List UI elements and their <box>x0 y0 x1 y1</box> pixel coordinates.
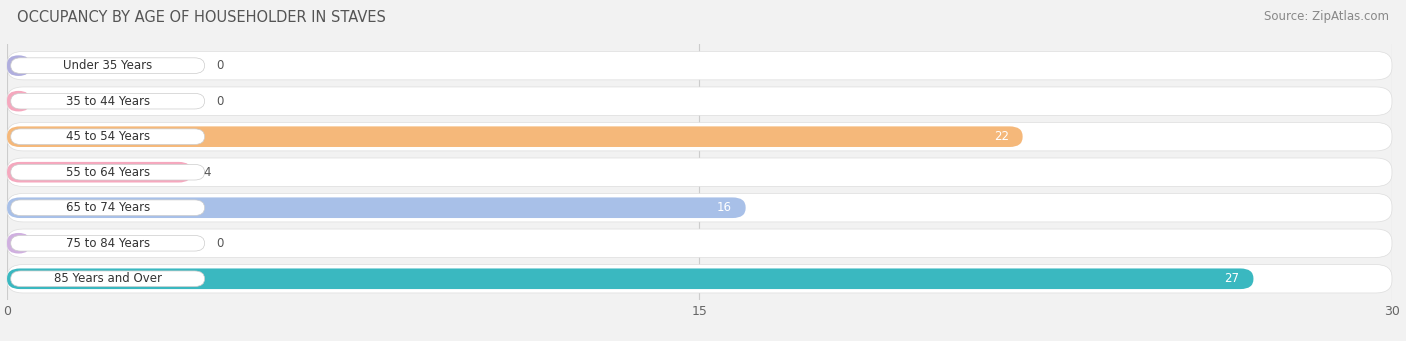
Text: 27: 27 <box>1225 272 1240 285</box>
Text: 0: 0 <box>217 95 224 108</box>
FancyBboxPatch shape <box>7 87 1392 115</box>
FancyBboxPatch shape <box>7 229 1392 257</box>
FancyBboxPatch shape <box>7 91 30 112</box>
FancyBboxPatch shape <box>7 233 30 254</box>
FancyBboxPatch shape <box>11 271 205 286</box>
FancyBboxPatch shape <box>7 122 1392 151</box>
Text: 0: 0 <box>217 237 224 250</box>
FancyBboxPatch shape <box>11 129 205 145</box>
Text: 65 to 74 Years: 65 to 74 Years <box>66 201 150 214</box>
FancyBboxPatch shape <box>7 268 1254 289</box>
Text: OCCUPANCY BY AGE OF HOUSEHOLDER IN STAVES: OCCUPANCY BY AGE OF HOUSEHOLDER IN STAVE… <box>17 10 385 25</box>
FancyBboxPatch shape <box>11 58 205 73</box>
Text: 22: 22 <box>994 130 1008 143</box>
Text: 75 to 84 Years: 75 to 84 Years <box>66 237 149 250</box>
Text: 85 Years and Over: 85 Years and Over <box>53 272 162 285</box>
Text: 0: 0 <box>217 59 224 72</box>
Text: 16: 16 <box>717 201 731 214</box>
Text: Source: ZipAtlas.com: Source: ZipAtlas.com <box>1264 10 1389 23</box>
FancyBboxPatch shape <box>11 93 205 109</box>
FancyBboxPatch shape <box>11 164 205 180</box>
FancyBboxPatch shape <box>7 127 1022 147</box>
Text: 55 to 64 Years: 55 to 64 Years <box>66 166 149 179</box>
FancyBboxPatch shape <box>7 51 1392 80</box>
Text: 4: 4 <box>204 166 211 179</box>
FancyBboxPatch shape <box>7 193 1392 222</box>
FancyBboxPatch shape <box>7 162 191 182</box>
FancyBboxPatch shape <box>7 158 1392 187</box>
FancyBboxPatch shape <box>11 235 205 251</box>
Text: Under 35 Years: Under 35 Years <box>63 59 152 72</box>
Text: 45 to 54 Years: 45 to 54 Years <box>66 130 149 143</box>
FancyBboxPatch shape <box>7 197 745 218</box>
FancyBboxPatch shape <box>7 265 1392 293</box>
FancyBboxPatch shape <box>11 200 205 216</box>
FancyBboxPatch shape <box>7 55 30 76</box>
Text: 35 to 44 Years: 35 to 44 Years <box>66 95 149 108</box>
